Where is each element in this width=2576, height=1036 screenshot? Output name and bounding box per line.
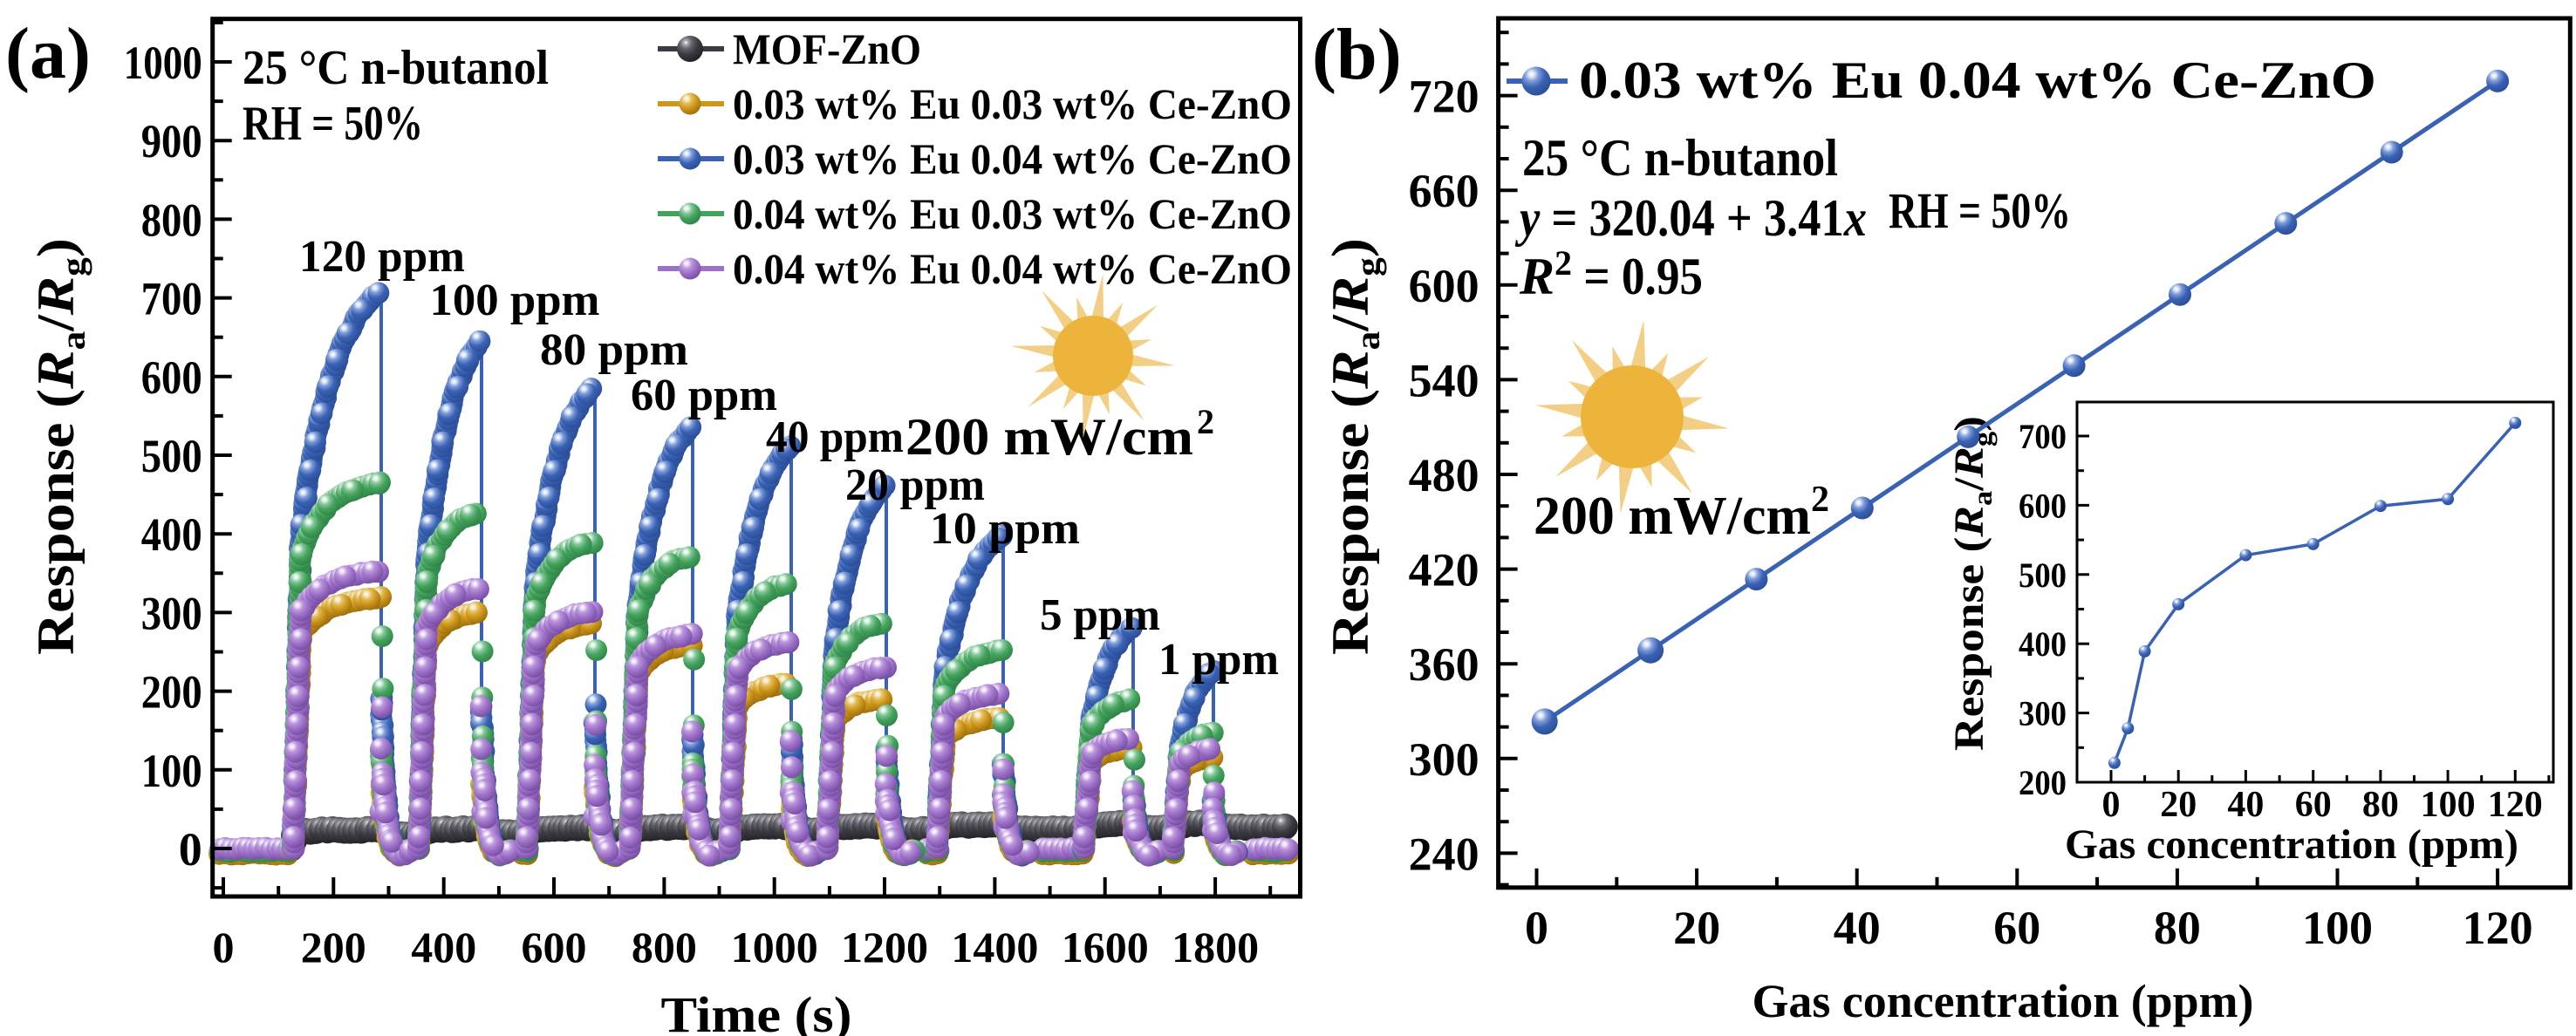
svg-text:200: 200 [141, 666, 202, 719]
svg-text:1000: 1000 [731, 923, 818, 971]
svg-text:300: 300 [2019, 694, 2067, 733]
svg-text:100: 100 [2302, 902, 2373, 954]
svg-text:60: 60 [1993, 902, 2040, 954]
svg-text:0: 0 [1525, 902, 1548, 954]
svg-text:2: 2 [1811, 480, 1829, 520]
svg-text:(a): (a) [5, 13, 91, 94]
svg-text:200 mW/cm: 200 mW/cm [1534, 487, 1811, 546]
svg-text:Gas concentration (ppm): Gas concentration (ppm) [2065, 821, 2518, 868]
svg-text:20 ppm: 20 ppm [845, 460, 985, 510]
svg-text:360: 360 [1409, 638, 1479, 691]
svg-text:200 mW/cm: 200 mW/cm [905, 408, 1193, 466]
svg-text:240: 240 [1409, 828, 1479, 880]
svg-text:10 ppm: 10 ppm [930, 504, 1080, 554]
svg-text:600: 600 [1409, 260, 1479, 312]
svg-text:100: 100 [141, 745, 202, 797]
svg-text:500: 500 [2019, 555, 2067, 595]
svg-text:y = 320.04 + 3.41x: y = 320.04 + 3.41x [1515, 189, 1867, 247]
svg-text:80 ppm: 80 ppm [540, 325, 688, 375]
svg-text:700: 700 [2019, 417, 2067, 456]
svg-text:700: 700 [141, 273, 202, 325]
svg-text:540: 540 [1409, 354, 1479, 406]
svg-text:20: 20 [2160, 785, 2197, 825]
svg-text:100 ppm: 100 ppm [430, 276, 600, 325]
svg-text:0.03 wt% Eu 0.03 wt% Ce-ZnO: 0.03 wt% Eu 0.03 wt% Ce-ZnO [733, 79, 1292, 128]
svg-text:720: 720 [1409, 71, 1479, 123]
svg-text:200: 200 [2019, 763, 2067, 802]
svg-text:800: 800 [632, 923, 697, 971]
svg-text:40: 40 [2227, 785, 2264, 825]
svg-text:1400: 1400 [951, 923, 1038, 971]
svg-text:400: 400 [141, 508, 202, 561]
svg-text:1800: 1800 [1172, 923, 1259, 971]
svg-text:1600: 1600 [1062, 923, 1149, 971]
svg-text:600: 600 [141, 351, 202, 404]
svg-text:1 ppm: 1 ppm [1158, 635, 1279, 685]
svg-text:480: 480 [1409, 449, 1479, 501]
svg-text:0: 0 [2102, 785, 2121, 825]
svg-text:1000: 1000 [124, 37, 202, 89]
svg-text:Time (s): Time (s) [661, 986, 852, 1036]
svg-text:600: 600 [2019, 486, 2067, 525]
svg-text:400: 400 [411, 923, 476, 971]
svg-text:660: 660 [1409, 165, 1479, 217]
svg-text:RH = 50%: RH = 50% [1889, 182, 2071, 239]
svg-text:100: 100 [2421, 785, 2476, 825]
svg-text:Response (Ra/Rg): Response (Ra/Rg) [1322, 238, 1387, 655]
svg-text:60: 60 [2295, 785, 2332, 825]
svg-text:80: 80 [2362, 785, 2399, 825]
svg-text:200: 200 [301, 923, 366, 971]
svg-text:0.03 wt% Eu 0.04 wt% Ce-ZnO: 0.03 wt% Eu 0.04 wt% Ce-ZnO [733, 134, 1292, 183]
svg-text:300: 300 [1409, 733, 1479, 786]
svg-text:R2 = 0.95: R2 = 0.95 [1519, 243, 1703, 305]
svg-text:Response (Ra/Rg): Response (Ra/Rg) [27, 238, 92, 655]
svg-text:2: 2 [1197, 402, 1214, 441]
svg-text:0.04 wt% Eu 0.04 wt% Ce-ZnO: 0.04 wt% Eu 0.04 wt% Ce-ZnO [733, 244, 1292, 293]
svg-text:60 ppm: 60 ppm [631, 371, 777, 420]
svg-text:Response (Ra/Rg): Response (Ra/Rg) [1946, 416, 1998, 751]
svg-text:0.03 wt% Eu 0.04 wt% Ce-ZnO: 0.03 wt% Eu 0.04 wt% Ce-ZnO [1579, 51, 2376, 109]
svg-text:120: 120 [2463, 902, 2533, 954]
svg-text:900: 900 [141, 115, 202, 167]
svg-text:1200: 1200 [841, 923, 928, 971]
svg-text:40 ppm: 40 ppm [766, 412, 904, 462]
svg-text:0: 0 [179, 823, 202, 876]
svg-text:420: 420 [1409, 544, 1479, 596]
svg-text:20: 20 [1673, 902, 1720, 954]
svg-text:Gas concentration (ppm): Gas concentration (ppm) [1753, 975, 2254, 1027]
svg-text:500: 500 [141, 430, 202, 482]
svg-text:120: 120 [2488, 785, 2543, 825]
svg-text:0.04 wt% Eu 0.03 wt% Ce-ZnO: 0.04 wt% Eu 0.03 wt% Ce-ZnO [733, 189, 1292, 238]
svg-text:600: 600 [522, 923, 587, 971]
svg-text:(b): (b) [1312, 14, 1402, 95]
svg-text:800: 800 [141, 194, 202, 246]
svg-text:80: 80 [2154, 902, 2201, 954]
svg-text:MOF-ZnO: MOF-ZnO [733, 24, 921, 73]
svg-text:120 ppm: 120 ppm [299, 232, 465, 282]
svg-text:400: 400 [2019, 624, 2067, 664]
svg-text:RH = 50%: RH = 50% [243, 97, 423, 151]
svg-text:25 °C n-butanol: 25 °C n-butanol [243, 41, 549, 95]
svg-text:5 ppm: 5 ppm [1040, 590, 1160, 640]
svg-text:25 °C n-butanol: 25 °C n-butanol [1522, 129, 1838, 187]
svg-text:0: 0 [213, 923, 235, 971]
svg-text:300: 300 [141, 587, 202, 639]
svg-text:40: 40 [1834, 902, 1881, 954]
